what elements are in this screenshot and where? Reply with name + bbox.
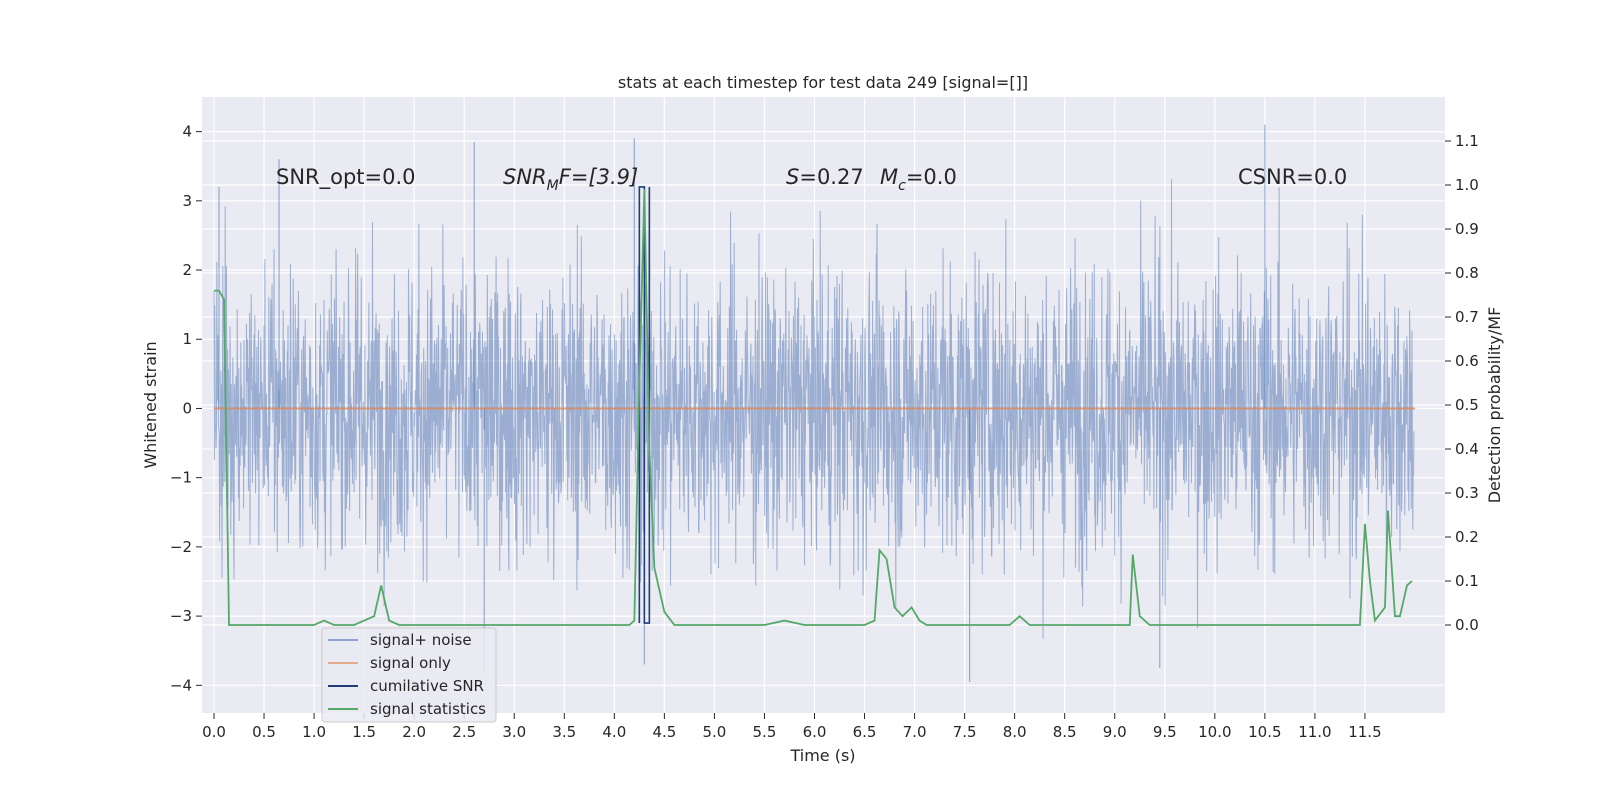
annotation-mc-value: =0.0 bbox=[906, 165, 957, 189]
y-right-tick-label: 0.8 bbox=[1455, 264, 1479, 282]
annotation-snr-mf: SNRMF=[3.9] bbox=[503, 165, 638, 194]
annotation-mc-subscript: c bbox=[898, 178, 906, 194]
y-right-tick-label: 0.9 bbox=[1455, 220, 1479, 238]
legend-label-signal-statistics: signal statistics bbox=[370, 700, 486, 718]
y-left-tick-label: −2 bbox=[170, 538, 192, 556]
x-tick-label: 8.5 bbox=[1053, 723, 1077, 741]
x-tick-label: 6.0 bbox=[803, 723, 827, 741]
annotation-s-value: =0.27 bbox=[799, 165, 863, 189]
x-tick-label: 1.0 bbox=[302, 723, 326, 741]
x-tick-label: 11.5 bbox=[1348, 723, 1381, 741]
y-left-tick-label: 3 bbox=[182, 192, 192, 210]
y-right-tick-label: 0.6 bbox=[1455, 352, 1479, 370]
x-axis-label: Time (s) bbox=[789, 746, 855, 765]
y-left-tick-label: −4 bbox=[170, 676, 192, 694]
x-tick-label: 8.0 bbox=[1003, 723, 1027, 741]
annotation-snr-opt: SNR_opt=0.0 bbox=[276, 165, 416, 190]
x-tick-label: 10.0 bbox=[1198, 723, 1231, 741]
y-right-tick-label: 0.1 bbox=[1455, 572, 1479, 590]
y-left-tick-label: 2 bbox=[182, 261, 192, 279]
x-tick-label: 0.0 bbox=[202, 723, 226, 741]
chart-title: stats at each timestep for test data 249… bbox=[618, 73, 1028, 92]
annotation-s-symbol: S bbox=[786, 165, 799, 189]
legend: signal+ noise signal only cumilative SNR… bbox=[321, 627, 497, 723]
y-left-tick-label: 0 bbox=[182, 399, 192, 417]
y-right-tick-label: 0.2 bbox=[1455, 528, 1479, 546]
y-right-tick-label: 1.1 bbox=[1455, 132, 1479, 150]
x-tick-label: 2.0 bbox=[402, 723, 426, 741]
y-right-tick-label: 0.3 bbox=[1455, 484, 1479, 502]
y-right-tick-label: 0.4 bbox=[1455, 440, 1479, 458]
legend-label-cumilative-snr: cumilative SNR bbox=[370, 677, 484, 695]
x-tick-label: 5.5 bbox=[753, 723, 777, 741]
x-tick-label: 9.5 bbox=[1153, 723, 1177, 741]
annotation-csnr: CSNR=0.0 bbox=[1238, 165, 1347, 189]
x-tick-label: 1.5 bbox=[352, 723, 376, 741]
legend-label-signal-noise: signal+ noise bbox=[370, 631, 472, 649]
annotation-mc: Mc=0.0 bbox=[880, 165, 957, 194]
y-right-tick-label: 0.5 bbox=[1455, 396, 1479, 414]
x-tick-label: 7.5 bbox=[953, 723, 977, 741]
y-right-tick-label: 1.0 bbox=[1455, 176, 1479, 194]
legend-box bbox=[321, 627, 497, 723]
y-right-tick-label: 0.7 bbox=[1455, 308, 1479, 326]
x-tick-label: 4.5 bbox=[652, 723, 676, 741]
x-tick-label: 6.5 bbox=[853, 723, 877, 741]
signal-statistics-line bbox=[214, 189, 1413, 626]
x-tick-label: 7.0 bbox=[903, 723, 927, 741]
y-axis-right-label: Detection probability/MF bbox=[1485, 307, 1504, 504]
x-tick-label: 3.5 bbox=[552, 723, 576, 741]
x-tick-label: 11.0 bbox=[1298, 723, 1331, 741]
x-tick-label: 3.0 bbox=[502, 723, 526, 741]
axis-ticks: 0.0 0.5 1.0 1.5 2.0 2.5 3.0 3.5 4.0 4.5 5.0 5.5 6.0 6… bbox=[170, 123, 1479, 741]
x-tick-label: 10.5 bbox=[1248, 723, 1281, 741]
x-tick-label: 0.5 bbox=[252, 723, 276, 741]
annotation-s: S=0.27 bbox=[786, 165, 864, 189]
annotation-snr-mf-part: SNR bbox=[503, 165, 547, 189]
annotation-mc-symbol: M bbox=[880, 165, 898, 189]
y-axis-left-label: Whitened strain bbox=[141, 341, 160, 468]
legend-label-signal-only: signal only bbox=[370, 654, 451, 672]
signal-noise-line bbox=[213, 179, 1415, 639]
series-lines bbox=[214, 186, 1415, 626]
annotation-snr-mf-subscript: M bbox=[547, 178, 559, 194]
x-tick-label: 5.0 bbox=[702, 723, 726, 741]
x-tick-label: 9.0 bbox=[1103, 723, 1127, 741]
cumilative-snr-line bbox=[638, 186, 651, 624]
y-right-tick-label: 0.0 bbox=[1455, 616, 1479, 634]
y-left-tick-label: 1 bbox=[182, 330, 192, 348]
x-tick-label: 2.5 bbox=[452, 723, 476, 741]
annotation-snr-mf-value: F=[3.9] bbox=[559, 165, 638, 189]
y-left-tick-label: 4 bbox=[182, 123, 192, 141]
y-left-tick-label: −1 bbox=[170, 469, 192, 487]
x-tick-label: 4.0 bbox=[602, 723, 626, 741]
y-left-tick-label: −3 bbox=[170, 607, 192, 625]
